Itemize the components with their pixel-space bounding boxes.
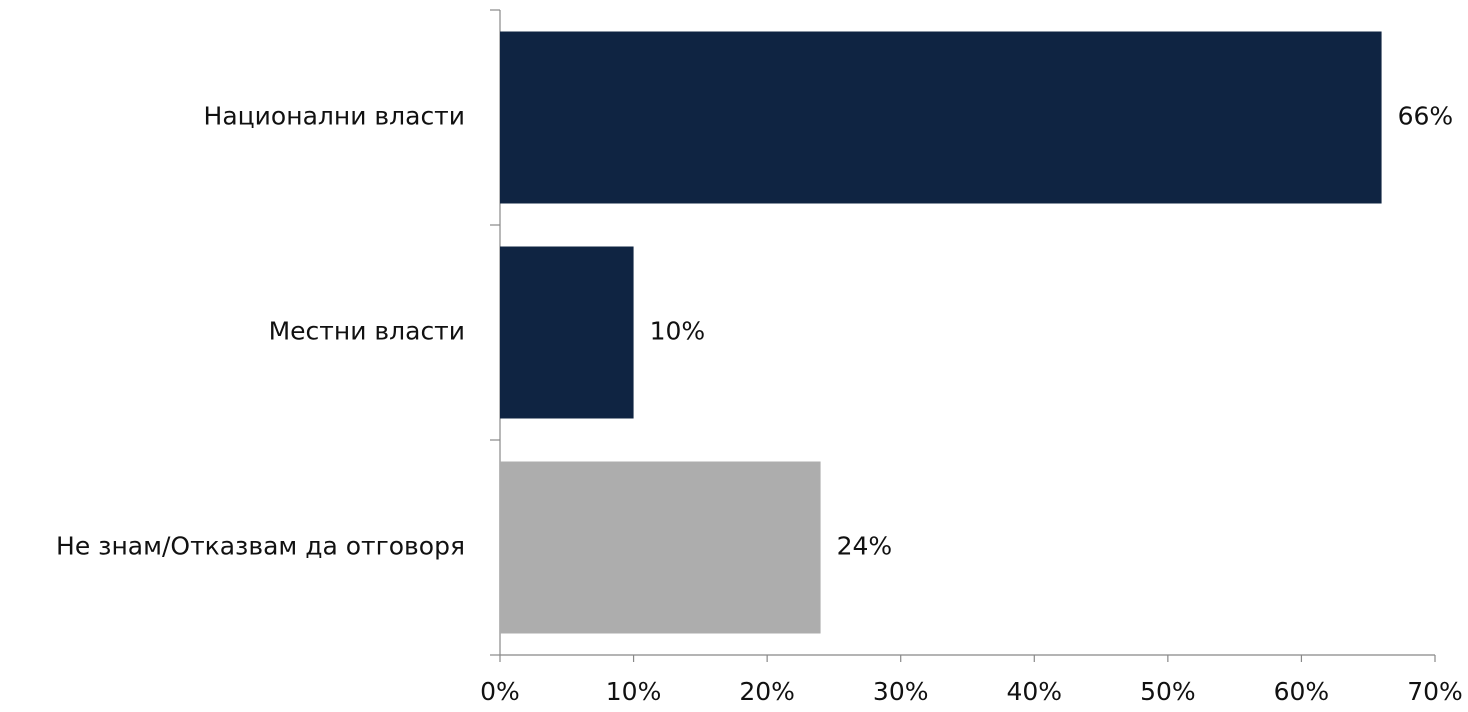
value-label: 10%: [650, 317, 706, 346]
y-tick-label: Местни власти: [269, 317, 465, 346]
bar: [500, 246, 634, 419]
bar: [500, 461, 821, 634]
value-label: 24%: [837, 532, 893, 561]
y-tick-label: Национални власти: [204, 102, 465, 131]
x-tick-label: 10%: [606, 677, 662, 706]
x-tick-label: 50%: [1140, 677, 1196, 706]
x-tick-label: 70%: [1407, 677, 1463, 706]
x-tick-label: 0%: [480, 677, 520, 706]
y-tick-label: Не знам/Отказвам да отговоря: [56, 532, 465, 561]
bar: [500, 31, 1382, 204]
x-tick-label: 40%: [1006, 677, 1062, 706]
x-tick-label: 20%: [739, 677, 795, 706]
value-label: 66%: [1398, 102, 1454, 131]
x-tick-label: 60%: [1274, 677, 1330, 706]
x-tick-label: 30%: [873, 677, 929, 706]
